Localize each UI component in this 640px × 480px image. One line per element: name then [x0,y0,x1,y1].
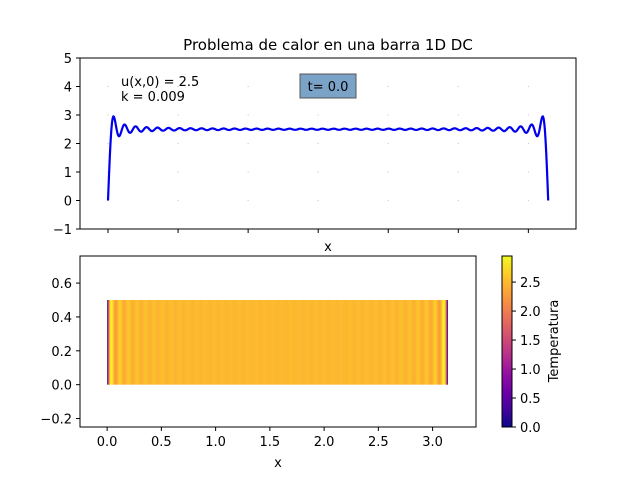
top-grid-dot [387,142,389,145]
colorbar-tick-label: 2.5 [520,276,541,291]
colorbar [502,256,512,427]
heatmap-x-tick-label: 0.5 [151,435,172,450]
heatmap-y-tick-label: 0.2 [51,345,72,360]
annotation-k: k = 0.009 [121,90,185,105]
colorbar-tick-label: 1.5 [520,334,541,349]
top-x-axis [107,229,529,233]
top-y-tick-label: 1 [64,166,72,181]
colorbar-tick-label: 0.5 [520,392,541,407]
colorbar-frame [501,255,513,428]
heatmap-x-tick-label: 2.5 [368,435,389,450]
heatmap-x-tick-label: 2.0 [314,435,335,450]
top-grid-dot [387,171,389,173]
top-grid-dot [247,142,249,145]
annotation-initial-condition: u(x,0) = 2.5 [121,75,199,90]
top-y-tick-label: −1 [53,223,72,238]
top-grid-dot [457,142,459,145]
top-grid-dot [107,142,109,145]
heatmap-y-tick-label: 0.0 [51,379,72,394]
heatmap-x-tick-label: 1.5 [260,435,281,450]
top-grid-dot [387,85,389,88]
top-y-tick-label: 0 [64,195,72,210]
top-grid-dot [527,85,529,88]
top-grid-dot [317,114,319,116]
top-grid-dot [107,85,109,88]
top-grid-dot [527,171,529,173]
heatmap-x-tick-label: 3.0 [422,435,443,450]
top-y-tick-label: 2 [64,138,72,153]
heatmap-axes-frame [79,255,477,428]
colorbar-ticks: 0.0 0.5 1.0 1.5 2.0 2.5 [512,276,541,436]
bottom-chart: −0.2 0.0 0.2 0.4 0.6 0.0 0.5 1.0 1.5 2.0 2.5 3.0 x… [40,255,562,471]
heatmap-image [107,300,448,385]
top-x-axis-label: x [324,240,332,255]
top-grid-dot [317,142,319,145]
top-grid-dot [457,171,459,173]
top-chart: Problema de calor en una barra 1D DC −1 0… [53,36,577,255]
heatmap-y-tick-label: −0.2 [40,413,72,428]
colorbar-tick-label: 0.0 [520,421,541,436]
top-grid-dot [247,114,249,116]
top-grid-dot [387,199,389,202]
top-grid-dot [247,85,249,88]
top-grid-dot [387,114,389,116]
heatmap-x-axis-label: x [274,456,282,471]
heatmap-x-axis: 0.0 0.5 1.0 1.5 2.0 2.5 3.0 [97,427,443,450]
top-grid-dot [317,171,319,173]
time-box [299,73,357,99]
top-grid-dot [457,114,459,116]
top-grid-dot [107,114,109,116]
top-grid-dot [457,199,459,202]
top-y-tick-label: 3 [64,109,72,124]
top-grid-dot [457,85,459,88]
top-grid-dot [317,199,319,202]
colorbar-tick-label: 1.0 [520,363,541,378]
top-grid-dot [177,171,179,173]
top-grid-dot [527,142,529,145]
colorbar-tick-label: 2.0 [520,305,541,320]
top-grid-dot [177,199,179,202]
heatmap-y-tick-label: 0.6 [51,277,72,292]
top-y-axis: −1 0 1 2 3 4 5 [53,52,80,238]
heatmap-x-tick-label: 1.0 [205,435,226,450]
heatmap-y-tick-label: 0.4 [51,311,72,326]
top-y-tick-label: 4 [64,81,72,96]
top-grid-dot [527,114,529,116]
time-label: t= 0.0 [308,80,349,95]
colorbar-label: Temperatura [547,300,562,384]
series-line-temperature [106,115,550,201]
chart-title: Problema de calor en una barra 1D DC [183,36,473,54]
top-grid-dot [177,114,179,116]
top-grid-dot [177,85,179,88]
heatmap-y-axis: −0.2 0.0 0.2 0.4 0.6 [40,277,80,428]
top-grid-dot [247,171,249,173]
top-grid-dot [247,199,249,202]
heatmap-x-tick-label: 0.0 [97,435,118,450]
top-grid-dot [177,142,179,145]
top-y-tick-label: 5 [64,52,72,67]
top-grid-dot [527,199,529,202]
